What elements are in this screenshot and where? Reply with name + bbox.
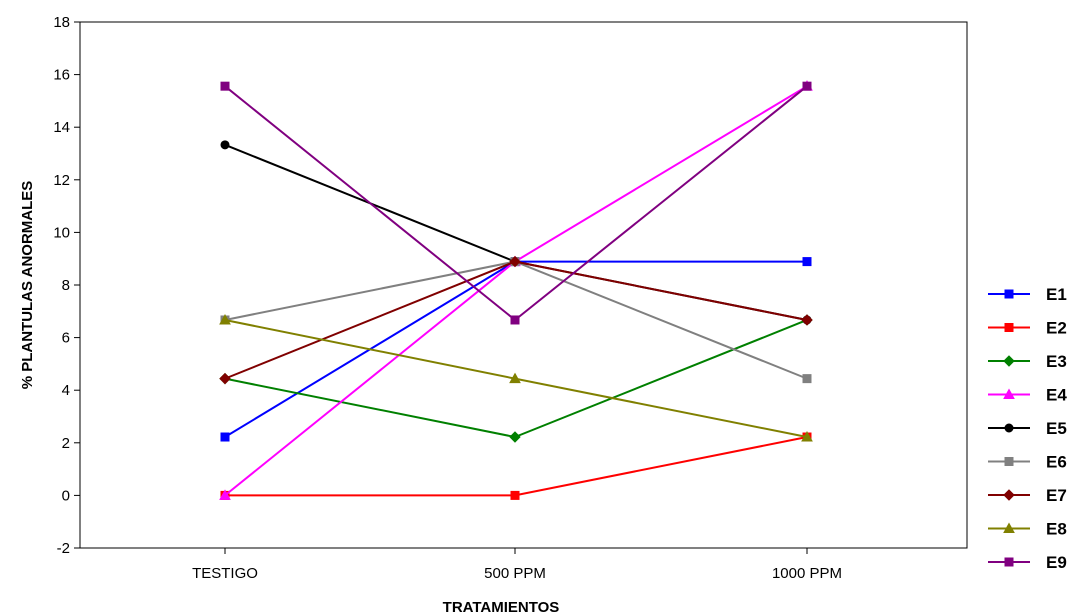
legend-label: E9 <box>1046 553 1067 572</box>
data-point-marker <box>220 81 230 91</box>
y-axis: -2 0 2 4 6 8 10 12 14 16 18 <box>53 14 80 557</box>
legend: E1 E2 E3 E4 E5 E6 E7 E8 E9 <box>988 285 1067 572</box>
legend-item-e6: E6 <box>988 453 1067 472</box>
data-point-marker <box>219 313 231 325</box>
y-tick-label: 18 <box>53 14 70 31</box>
y-tick-label: 2 <box>62 435 70 452</box>
x-axis: TESTIGO 500 PPM 1000 PPM <box>192 548 842 582</box>
legend-item-e4: E4 <box>988 386 1067 405</box>
data-point-marker <box>1003 355 1015 367</box>
legend-label: E8 <box>1046 520 1067 539</box>
y-tick-label: 8 <box>62 277 70 294</box>
data-point-marker <box>509 255 521 268</box>
data-point-marker <box>1004 289 1014 299</box>
y-tick-label: 4 <box>62 382 70 399</box>
legend-item-e9: E9 <box>988 553 1067 572</box>
data-point-marker <box>219 489 231 500</box>
series-e5 <box>220 140 812 325</box>
legend-item-e7: E7 <box>988 486 1067 505</box>
data-point-marker <box>509 372 521 384</box>
data-point-marker <box>510 315 520 325</box>
legend-label: E7 <box>1046 486 1067 505</box>
y-tick-label: 16 <box>53 67 70 84</box>
data-point-marker <box>1004 457 1014 466</box>
data-point-marker <box>220 432 230 442</box>
data-point-marker <box>1003 489 1015 501</box>
legend-item-e5: E5 <box>988 419 1067 438</box>
x-tick-label: 500 PPM <box>484 565 546 582</box>
legend-label: E1 <box>1046 285 1067 304</box>
data-point-marker <box>801 430 813 442</box>
series-line <box>224 260 807 438</box>
y-tick-label: 0 <box>62 487 70 504</box>
series-e2 <box>220 432 812 500</box>
data-point-marker <box>219 372 231 385</box>
series-group <box>219 80 813 500</box>
y-tick-label: 10 <box>53 224 70 241</box>
data-point-marker <box>802 374 812 384</box>
series-line <box>225 436 808 497</box>
data-point-marker <box>1003 522 1015 533</box>
x-axis-title: TRATAMIENTOS <box>443 599 560 616</box>
y-tick-label: 12 <box>53 172 70 189</box>
data-point-marker <box>802 257 812 267</box>
y-axis-title: % PLANTULAS ANORMALES <box>19 181 36 390</box>
legend-item-e1: E1 <box>988 285 1067 304</box>
legend-item-e2: E2 <box>988 319 1067 338</box>
data-point-marker <box>510 490 520 500</box>
data-point-marker <box>1003 388 1015 399</box>
data-point-marker <box>802 81 812 91</box>
data-point-marker <box>801 314 813 326</box>
data-point-marker <box>1004 323 1014 332</box>
legend-label: E3 <box>1046 352 1067 371</box>
series-e9 <box>220 81 812 325</box>
data-point-marker <box>509 431 521 443</box>
data-point-marker <box>1004 423 1014 433</box>
legend-label: E6 <box>1046 453 1067 472</box>
y-tick-label: -2 <box>57 540 70 557</box>
series-line <box>224 143 808 321</box>
series-e1 <box>220 257 812 442</box>
legend-label: E4 <box>1046 386 1067 405</box>
x-tick-label: 1000 PPM <box>772 565 842 582</box>
legend-label: E5 <box>1046 419 1067 438</box>
legend-label: E2 <box>1046 319 1067 338</box>
data-point-marker <box>1004 557 1014 567</box>
series-line <box>224 85 808 322</box>
series-e8 <box>219 313 813 442</box>
y-tick-label: 6 <box>62 330 70 347</box>
x-tick-label: TESTIGO <box>192 565 258 582</box>
data-point-marker <box>220 140 230 150</box>
plot-frame <box>79 21 968 549</box>
legend-item-e3: E3 <box>988 352 1067 371</box>
legend-item-e8: E8 <box>988 520 1067 539</box>
y-tick-label: 14 <box>53 119 70 136</box>
